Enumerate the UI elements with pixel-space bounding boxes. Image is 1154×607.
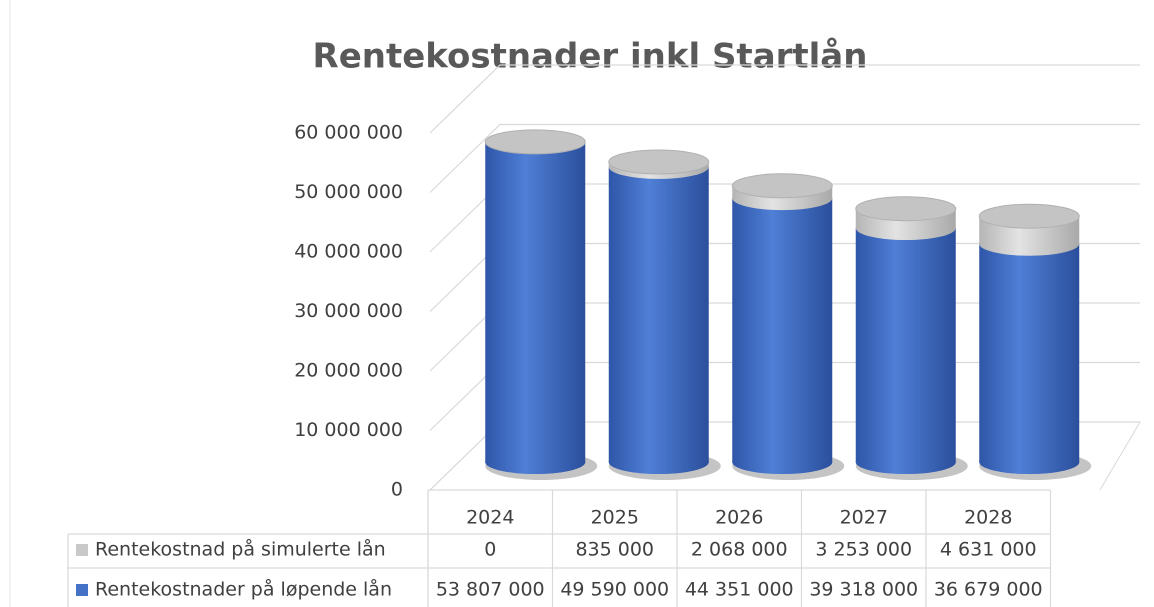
- table-value: 36 679 000: [934, 579, 1043, 601]
- x-tick-label: 2024: [466, 507, 514, 529]
- grid-line: [429, 123, 1140, 193]
- bar: [979, 243, 1080, 474]
- table-value: 44 351 000: [685, 579, 794, 601]
- y-tick-label: 30 000 000: [294, 300, 403, 322]
- table-value: 49 590 000: [560, 579, 669, 601]
- legend-label: Rentekostnad på simulerte lån: [95, 538, 386, 561]
- y-tick-label: 0: [391, 479, 403, 501]
- y-tick-label: 50 000 000: [294, 181, 403, 203]
- grid-line: [429, 64, 1140, 134]
- legend-label: Rentekostnader på løpende lån: [95, 578, 392, 601]
- x-tick-label: 2027: [840, 507, 888, 529]
- table-value: 835 000: [575, 539, 654, 561]
- table-value: 2 068 000: [691, 539, 788, 561]
- table-value: 39 318 000: [809, 579, 918, 601]
- chart-title: Rentekostnader inkl Startlån: [313, 37, 868, 77]
- y-tick-label: 10 000 000: [294, 419, 403, 441]
- table-value: 0: [484, 539, 496, 561]
- x-tick-label: 2025: [591, 507, 639, 529]
- y-tick-label: 40 000 000: [294, 241, 403, 263]
- legend-key: [76, 584, 88, 596]
- bar-top: [978, 203, 1080, 229]
- legend-key: [76, 544, 88, 556]
- table-value: 3 253 000: [815, 539, 912, 561]
- y-tick-label: 60 000 000: [294, 122, 403, 144]
- table-value: 4 631 000: [940, 539, 1037, 561]
- bar-top: [608, 149, 710, 175]
- bar: [608, 166, 709, 474]
- bar-top: [484, 129, 586, 155]
- bar: [732, 198, 833, 474]
- bar-top: [731, 173, 833, 199]
- bar-top: [855, 196, 957, 222]
- y-tick-label: 20 000 000: [294, 360, 403, 382]
- bar: [855, 228, 956, 474]
- bar: [485, 141, 586, 475]
- x-tick-label: 2028: [964, 507, 1012, 529]
- x-tick-label: 2026: [715, 507, 763, 529]
- table-value: 53 807 000: [436, 579, 545, 601]
